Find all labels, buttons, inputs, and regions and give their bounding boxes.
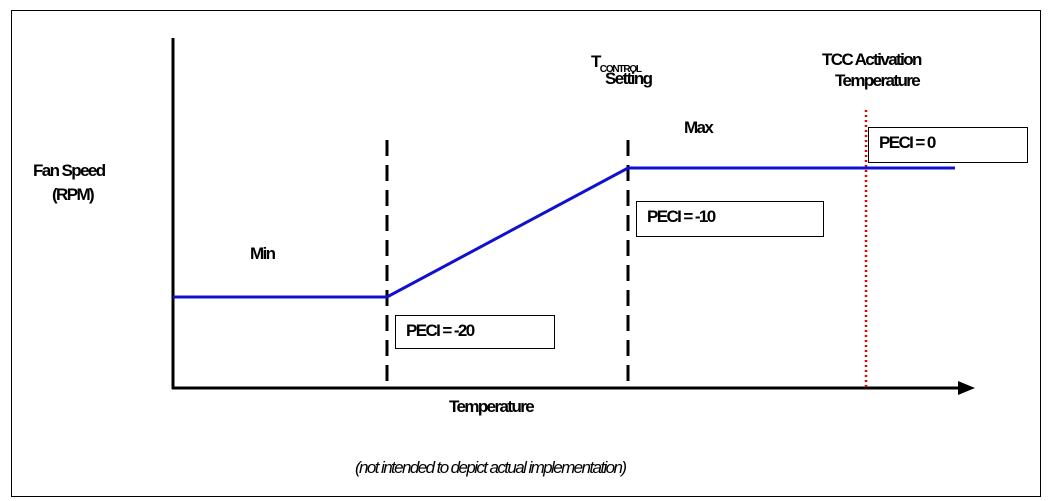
y-axis-label-line1: Fan Speed [33, 161, 106, 180]
tcc-activation-label: TCC Activation [822, 50, 922, 69]
figure-frame [11, 10, 1041, 497]
x-axis-label: Temperature [449, 397, 535, 416]
tcontrol-label: TCONTROL [591, 52, 642, 75]
peci-0-box: PECI = 0 [868, 127, 1028, 163]
x-axis-arrowhead [958, 381, 975, 395]
tcontrol-setting-label: Setting [605, 69, 653, 88]
tcc-temperature-label: Temperature [835, 71, 921, 90]
region-min-label: Min [250, 244, 276, 263]
peci-minus10-box: PECI = -10 [636, 201, 824, 237]
footnote: (not intended to depict actual implement… [355, 458, 627, 477]
fan-speed-curve [173, 166, 955, 299]
tcontrol-subscript: CONTROL [599, 64, 642, 75]
peci-minus20-box: PECI = -20 [395, 315, 555, 349]
y-axis-label-line2: (RPM) [52, 185, 95, 204]
region-max-label: Max [684, 118, 714, 137]
tcontrol-prefix: T [591, 52, 601, 71]
